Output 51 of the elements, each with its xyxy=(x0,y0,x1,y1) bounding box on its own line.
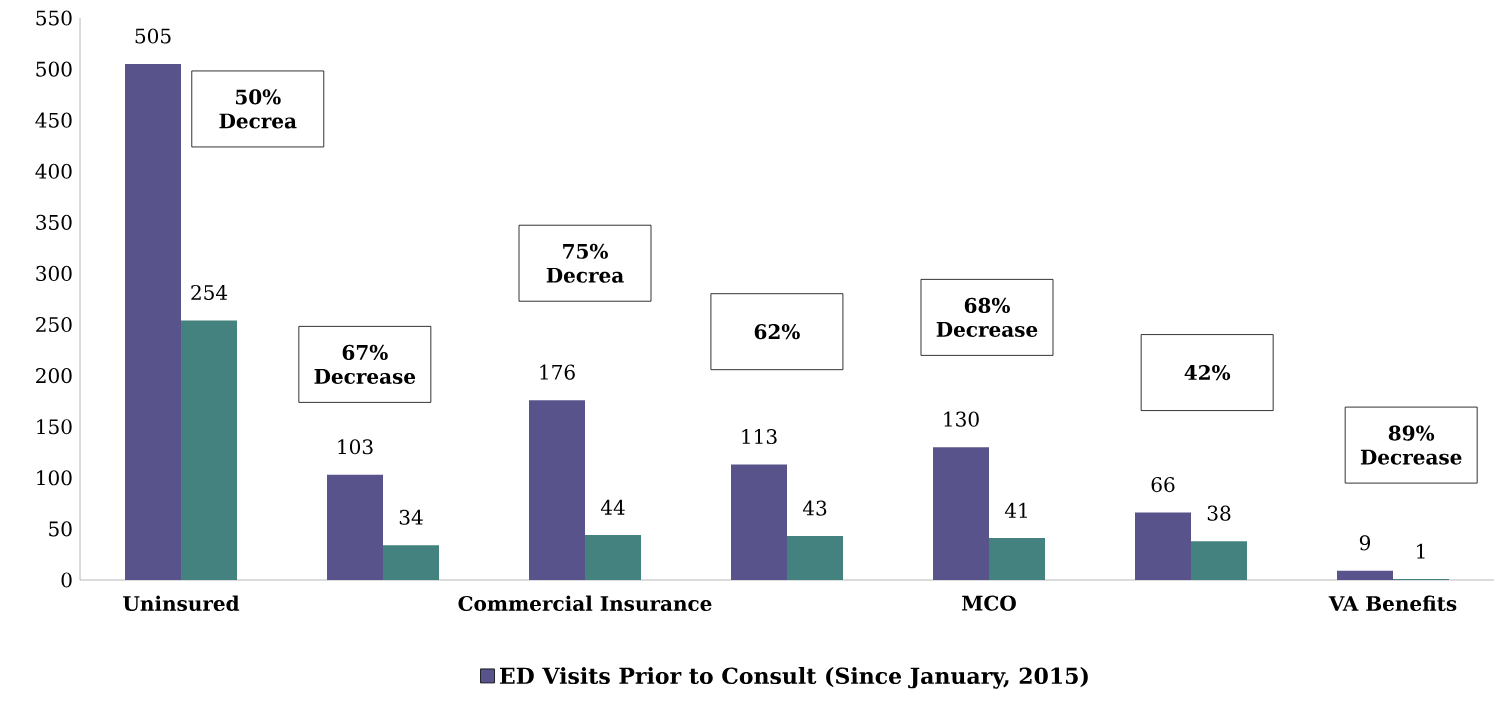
annotation: 75% Decrea xyxy=(546,243,624,283)
data-label: 113 xyxy=(742,428,777,445)
data-label: 9 xyxy=(1359,535,1371,551)
data-label: 505 xyxy=(135,28,171,44)
annotation: 89% Decrease xyxy=(1360,425,1462,465)
annotation: 42% xyxy=(1184,364,1231,381)
y-tick-label: 400 xyxy=(35,163,72,179)
data-label: 176 xyxy=(540,364,575,380)
x-tick-label: Commercial Insurance xyxy=(458,595,712,612)
y-tick-label: 100 xyxy=(37,470,72,486)
y-tick-label: 450 xyxy=(35,112,72,128)
data-label: 34 xyxy=(399,509,423,525)
data-label: 130 xyxy=(944,411,979,427)
x-tick-label: Uninsured xyxy=(123,595,240,612)
bar xyxy=(1337,570,1393,580)
annotation: 50% Decrea xyxy=(219,89,297,129)
bar xyxy=(383,545,440,580)
data-label: 43 xyxy=(802,500,827,516)
bar xyxy=(787,536,844,580)
y-tick-label: 550 xyxy=(36,10,72,26)
y-tick-label: 150 xyxy=(37,419,72,435)
bar xyxy=(731,464,788,580)
bar xyxy=(125,63,182,580)
annotation: 67% Decrease xyxy=(314,344,416,384)
x-tick-label: MCO xyxy=(962,595,1016,611)
y-tick-label: 50 xyxy=(49,521,72,537)
x-tick-label: VA Benefits xyxy=(1328,595,1457,612)
bar xyxy=(1191,541,1248,580)
bar xyxy=(585,535,642,580)
data-label: 103 xyxy=(338,439,373,455)
bar xyxy=(327,474,384,580)
data-label: 254 xyxy=(191,284,228,301)
data-label: 44 xyxy=(600,499,625,515)
y-tick-label: 200 xyxy=(36,368,72,384)
legend-label: ED Visits Prior to Consult (Since January, 2015) xyxy=(499,667,1088,689)
y-tick-label: 350 xyxy=(36,214,72,230)
bar xyxy=(529,400,586,580)
y-tick-label: 0 xyxy=(61,572,72,588)
bar xyxy=(181,320,238,580)
data-label: 41 xyxy=(1004,502,1027,518)
bar xyxy=(1135,512,1192,580)
data-label: 1 xyxy=(1417,543,1425,559)
annotation: 68% Decrease xyxy=(936,297,1038,337)
data-label: 66 xyxy=(1151,477,1175,493)
y-tick-label: 500 xyxy=(36,61,72,77)
y-tick-label: 250 xyxy=(36,316,72,333)
annotation: 62% xyxy=(754,324,800,340)
y-tick-label: 300 xyxy=(36,265,72,282)
bar xyxy=(989,538,1045,580)
bar xyxy=(933,447,990,580)
data-label: 38 xyxy=(1207,505,1231,521)
